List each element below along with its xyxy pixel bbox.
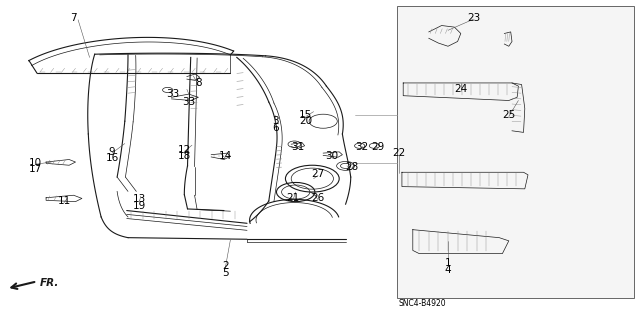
Text: 24: 24 <box>454 84 467 94</box>
Text: 6: 6 <box>272 122 278 133</box>
Text: 12: 12 <box>178 145 191 155</box>
Text: 17: 17 <box>29 164 42 174</box>
Text: 31: 31 <box>291 142 304 152</box>
Text: 30: 30 <box>325 151 338 161</box>
Text: 4: 4 <box>445 264 451 275</box>
Text: 1: 1 <box>445 258 451 268</box>
Text: 28: 28 <box>346 162 358 173</box>
Text: 3: 3 <box>272 116 278 126</box>
Text: 27: 27 <box>312 169 324 179</box>
Text: 26: 26 <box>312 193 324 204</box>
Text: 18: 18 <box>178 151 191 161</box>
Text: 19: 19 <box>133 201 146 211</box>
Text: 14: 14 <box>219 151 232 161</box>
Text: 23: 23 <box>467 12 480 23</box>
Text: 9: 9 <box>109 146 115 157</box>
Text: 33: 33 <box>166 89 179 99</box>
Text: 29: 29 <box>371 142 384 152</box>
Text: 33: 33 <box>182 97 195 107</box>
Text: FR.: FR. <box>40 278 59 288</box>
Text: 7: 7 <box>70 12 77 23</box>
Text: 8: 8 <box>195 78 202 88</box>
Text: 5: 5 <box>222 268 228 278</box>
Bar <box>397 6 634 298</box>
Text: 25: 25 <box>502 110 515 120</box>
Text: 20: 20 <box>300 116 312 126</box>
Text: 22: 22 <box>393 148 406 158</box>
Text: SNC4-B4920: SNC4-B4920 <box>399 299 446 308</box>
Text: 15: 15 <box>300 110 312 120</box>
Text: 16: 16 <box>106 153 118 163</box>
Text: 11: 11 <box>58 196 70 206</box>
Text: 10: 10 <box>29 158 42 168</box>
Text: 2: 2 <box>222 261 228 271</box>
Text: 21: 21 <box>287 193 300 204</box>
Text: 32: 32 <box>356 142 369 152</box>
Text: 13: 13 <box>133 194 146 204</box>
